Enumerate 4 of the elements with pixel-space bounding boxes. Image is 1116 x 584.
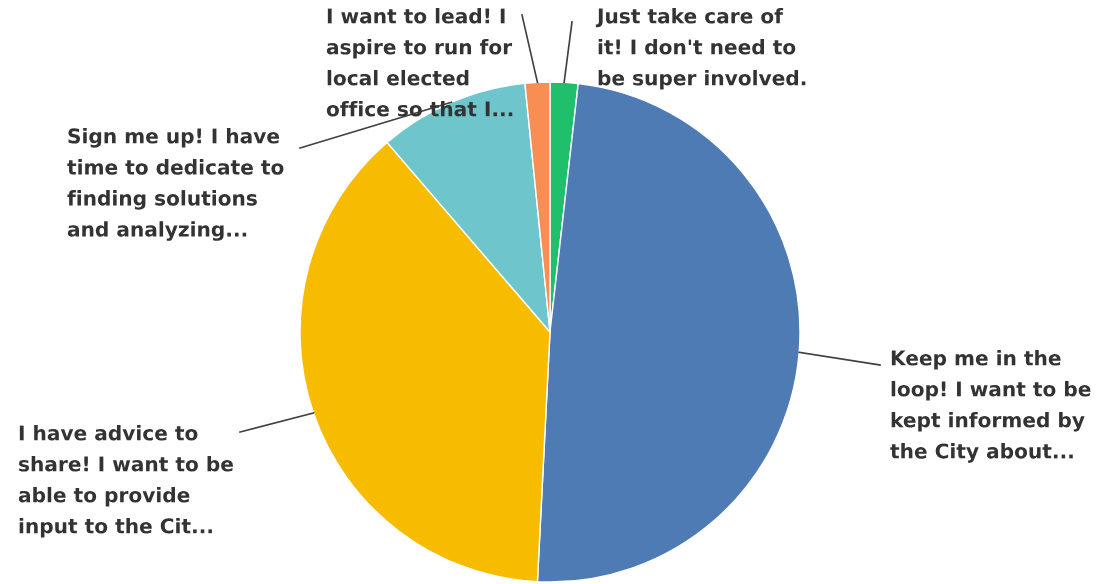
slice-label: Keep me in the loop! I want to be kept informed by the City about... bbox=[890, 350, 1091, 463]
slice-label: I have advice to share! I want to be able to provide input to the Cit... bbox=[18, 425, 233, 538]
slice-label: Sign me up! I have time to dedicate to finding solutions and analyzing... bbox=[67, 128, 284, 241]
slice-label: Just take care of it! I don't need to be super involved. bbox=[595, 8, 806, 90]
